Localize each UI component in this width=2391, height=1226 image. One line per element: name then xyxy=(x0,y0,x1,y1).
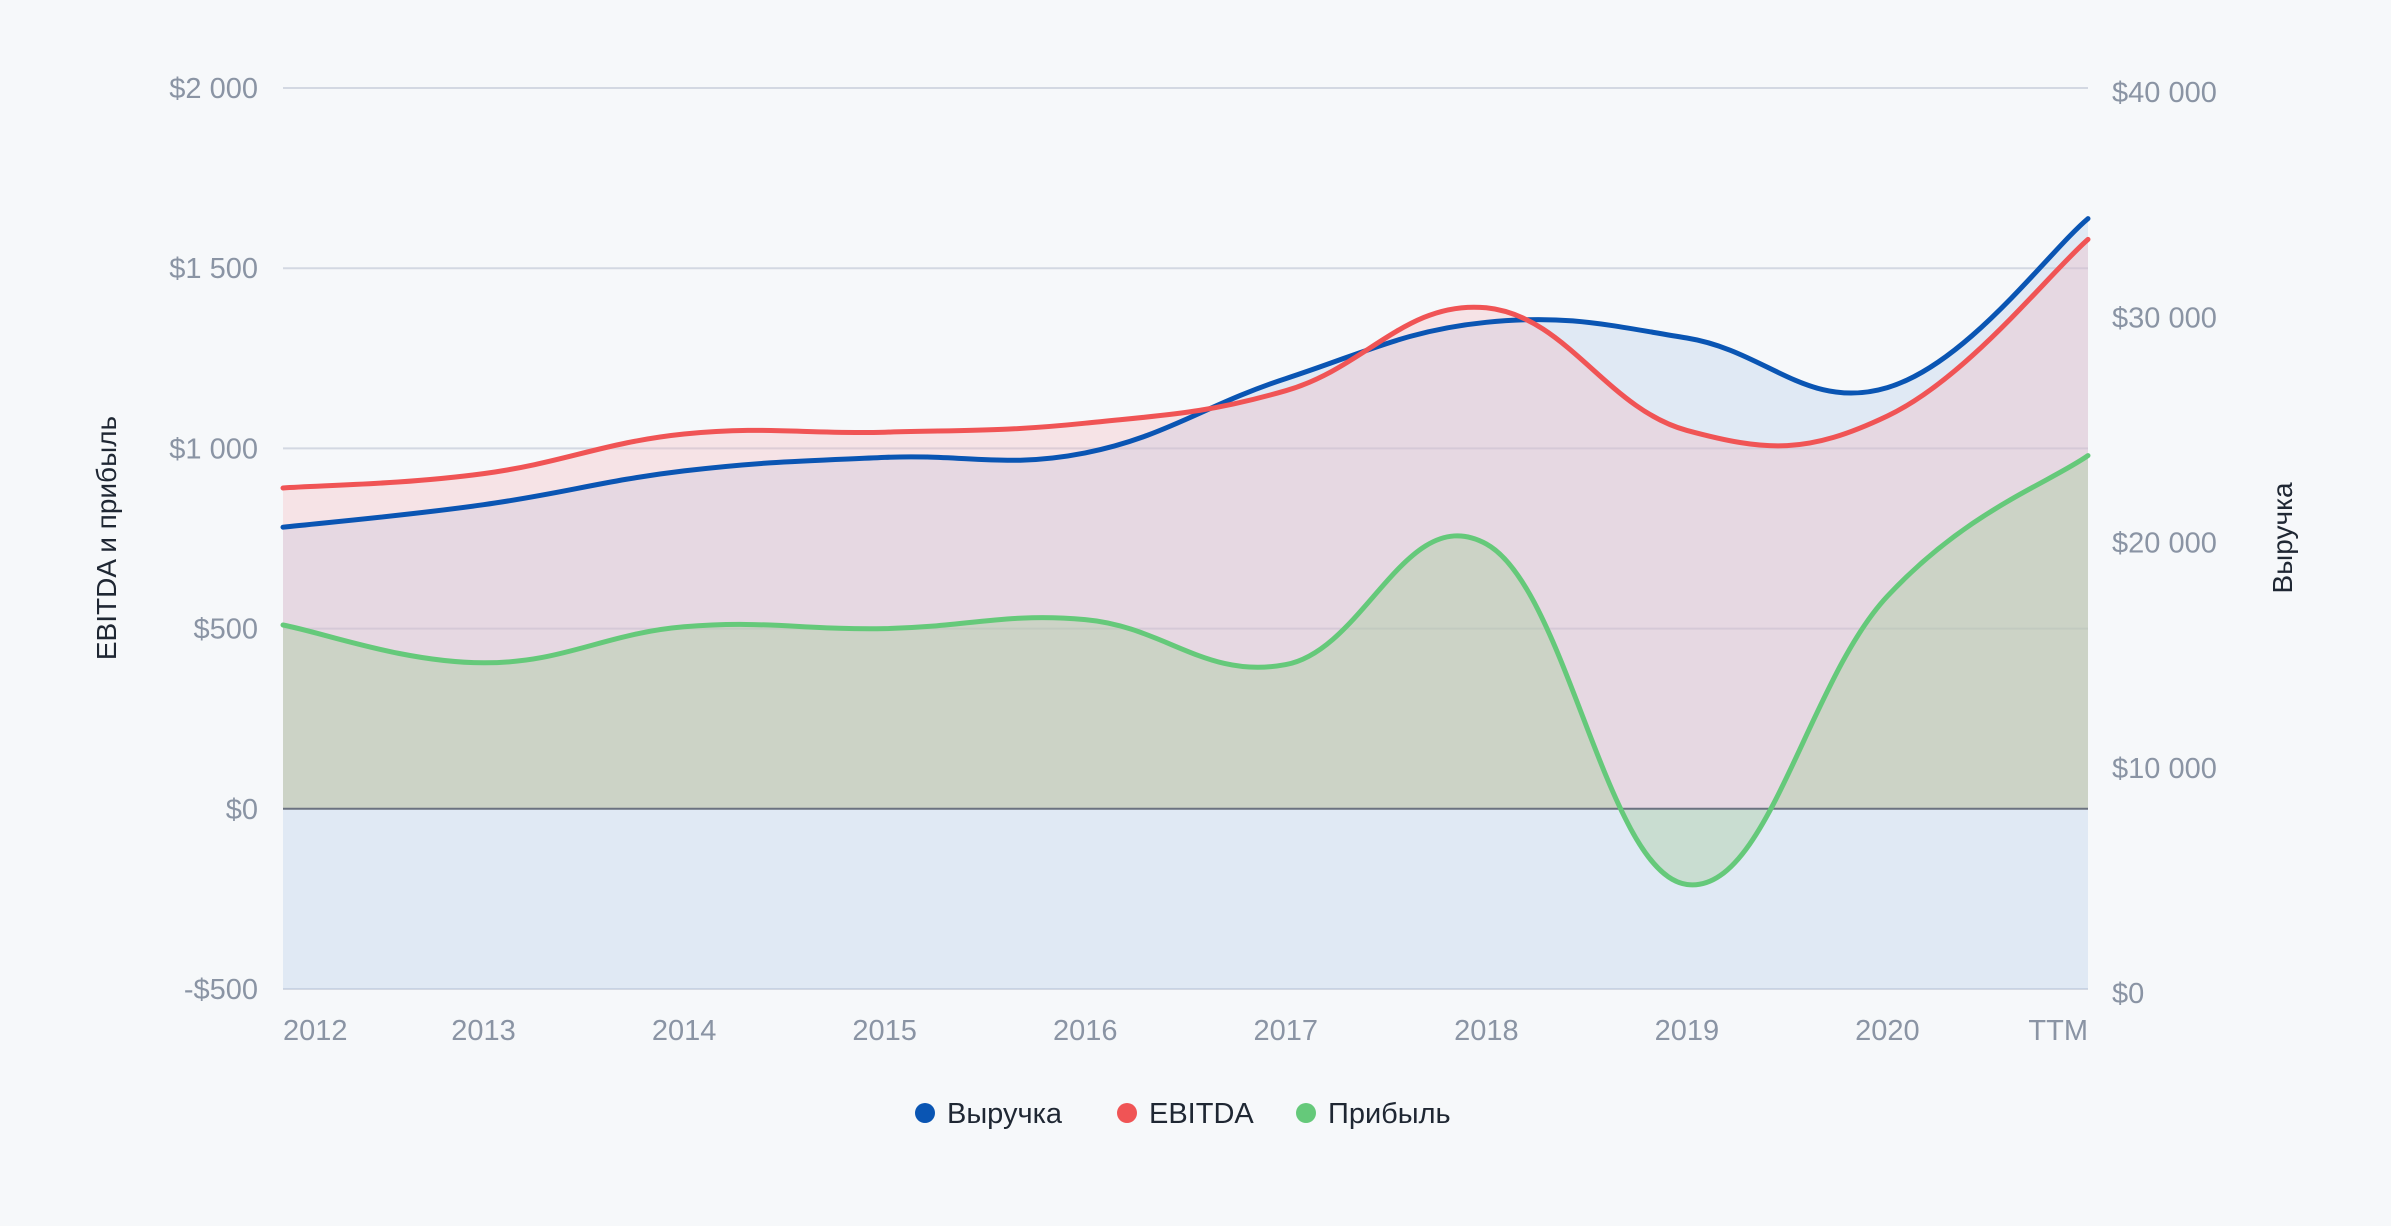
point-revenue[interactable] xyxy=(2080,211,2096,227)
right-tick-label: $40 000 xyxy=(2112,77,2217,109)
point-profit[interactable] xyxy=(1278,657,1294,673)
line-ebitda[interactable] xyxy=(280,236,2091,491)
point-profit[interactable] xyxy=(1077,612,1093,628)
point-revenue[interactable] xyxy=(1478,314,1494,330)
point-ebitda[interactable] xyxy=(877,424,893,440)
point-ebitda[interactable] xyxy=(1278,383,1294,399)
right-tick-label: $10 000 xyxy=(2112,753,2217,785)
point-ebitda[interactable] xyxy=(476,466,492,482)
point-ebitda[interactable] xyxy=(1679,422,1695,438)
left-tick-label: $2 000 xyxy=(169,73,258,105)
point-profit[interactable] xyxy=(1879,588,1895,604)
point-revenue[interactable] xyxy=(1077,445,1093,461)
area-revenue xyxy=(283,218,2088,990)
point-profit[interactable] xyxy=(476,655,492,671)
left-axis-title: EBITDA и прибыль xyxy=(91,416,122,660)
point-revenue[interactable] xyxy=(877,449,893,465)
point-profit[interactable] xyxy=(676,619,692,635)
legend-marker-ebitda xyxy=(1117,1103,1137,1123)
right-axis-title: Выручка xyxy=(2267,482,2298,594)
point-revenue[interactable] xyxy=(676,463,692,479)
right-axis-ticks: $40 000 $30 000 $20 000 $10 000 $0 xyxy=(2112,77,2217,1010)
point-ebitda[interactable] xyxy=(1077,415,1093,431)
x-tick-label: 2018 xyxy=(1454,1015,1519,1047)
x-tick-label: 2019 xyxy=(1655,1015,1720,1047)
point-revenue[interactable] xyxy=(1679,330,1695,346)
right-tick-label: $20 000 xyxy=(2112,528,2217,560)
point-revenue[interactable] xyxy=(1879,380,1895,396)
series-lines xyxy=(275,211,2096,892)
legend-marker-profit xyxy=(1296,1103,1316,1123)
point-ebitda[interactable] xyxy=(676,426,692,442)
area-ebitda xyxy=(283,239,2088,809)
point-profit[interactable] xyxy=(275,617,291,633)
x-tick-label: 2020 xyxy=(1855,1015,1920,1047)
area-profit xyxy=(283,455,2088,885)
point-revenue[interactable] xyxy=(275,519,291,535)
point-profit[interactable] xyxy=(1478,536,1494,552)
legend-item-profit[interactable]: Прибыль xyxy=(1296,1098,1451,1130)
point-ebitda[interactable] xyxy=(1879,408,1895,424)
line-profit[interactable] xyxy=(280,453,2091,888)
point-profit[interactable] xyxy=(1679,876,1695,892)
right-tick-label: $30 000 xyxy=(2112,302,2217,334)
point-profit[interactable] xyxy=(2080,448,2096,464)
point-revenue[interactable] xyxy=(476,497,492,513)
x-tick-label: 2015 xyxy=(852,1015,917,1047)
legend-item-revenue[interactable]: Выручка xyxy=(915,1098,1063,1130)
series-areas xyxy=(283,218,2088,990)
x-tick-label: 2013 xyxy=(451,1015,516,1047)
point-ebitda[interactable] xyxy=(1478,300,1494,316)
point-ebitda[interactable] xyxy=(275,480,291,496)
legend-marker-revenue xyxy=(915,1103,935,1123)
x-tick-label: 2014 xyxy=(652,1015,717,1047)
left-tick-label: $0 xyxy=(226,794,258,826)
legend-label-ebitda: EBITDA xyxy=(1149,1098,1254,1130)
left-tick-label: $1 500 xyxy=(169,253,258,285)
grid xyxy=(283,87,2088,990)
legend-label-revenue: Выручка xyxy=(947,1098,1063,1130)
legend-label-profit: Прибыль xyxy=(1328,1098,1451,1130)
left-axis-ticks: $2 000 $1 500 $1 000 $500 $0 -$500 xyxy=(169,73,258,1006)
x-axis-ticks: 2012 2013 2014 2015 2016 2017 2018 2019 2020 TTM xyxy=(283,1015,2088,1047)
legend: Выручка EBITDA Прибыль xyxy=(915,1098,1451,1130)
left-tick-label: $1 000 xyxy=(169,433,258,465)
legend-item-ebitda[interactable]: EBITDA xyxy=(1117,1098,1254,1130)
point-ebitda[interactable] xyxy=(2080,231,2096,247)
x-tick-label: 2017 xyxy=(1254,1015,1319,1047)
left-tick-label: $500 xyxy=(193,614,258,646)
point-profit[interactable] xyxy=(877,621,893,637)
x-tick-label: 2012 xyxy=(283,1015,348,1047)
x-tick-label: 2016 xyxy=(1053,1015,1118,1047)
x-tick-label: TTM xyxy=(2028,1015,2088,1047)
right-tick-label: $0 xyxy=(2112,978,2144,1010)
left-tick-label: -$500 xyxy=(184,974,258,1006)
